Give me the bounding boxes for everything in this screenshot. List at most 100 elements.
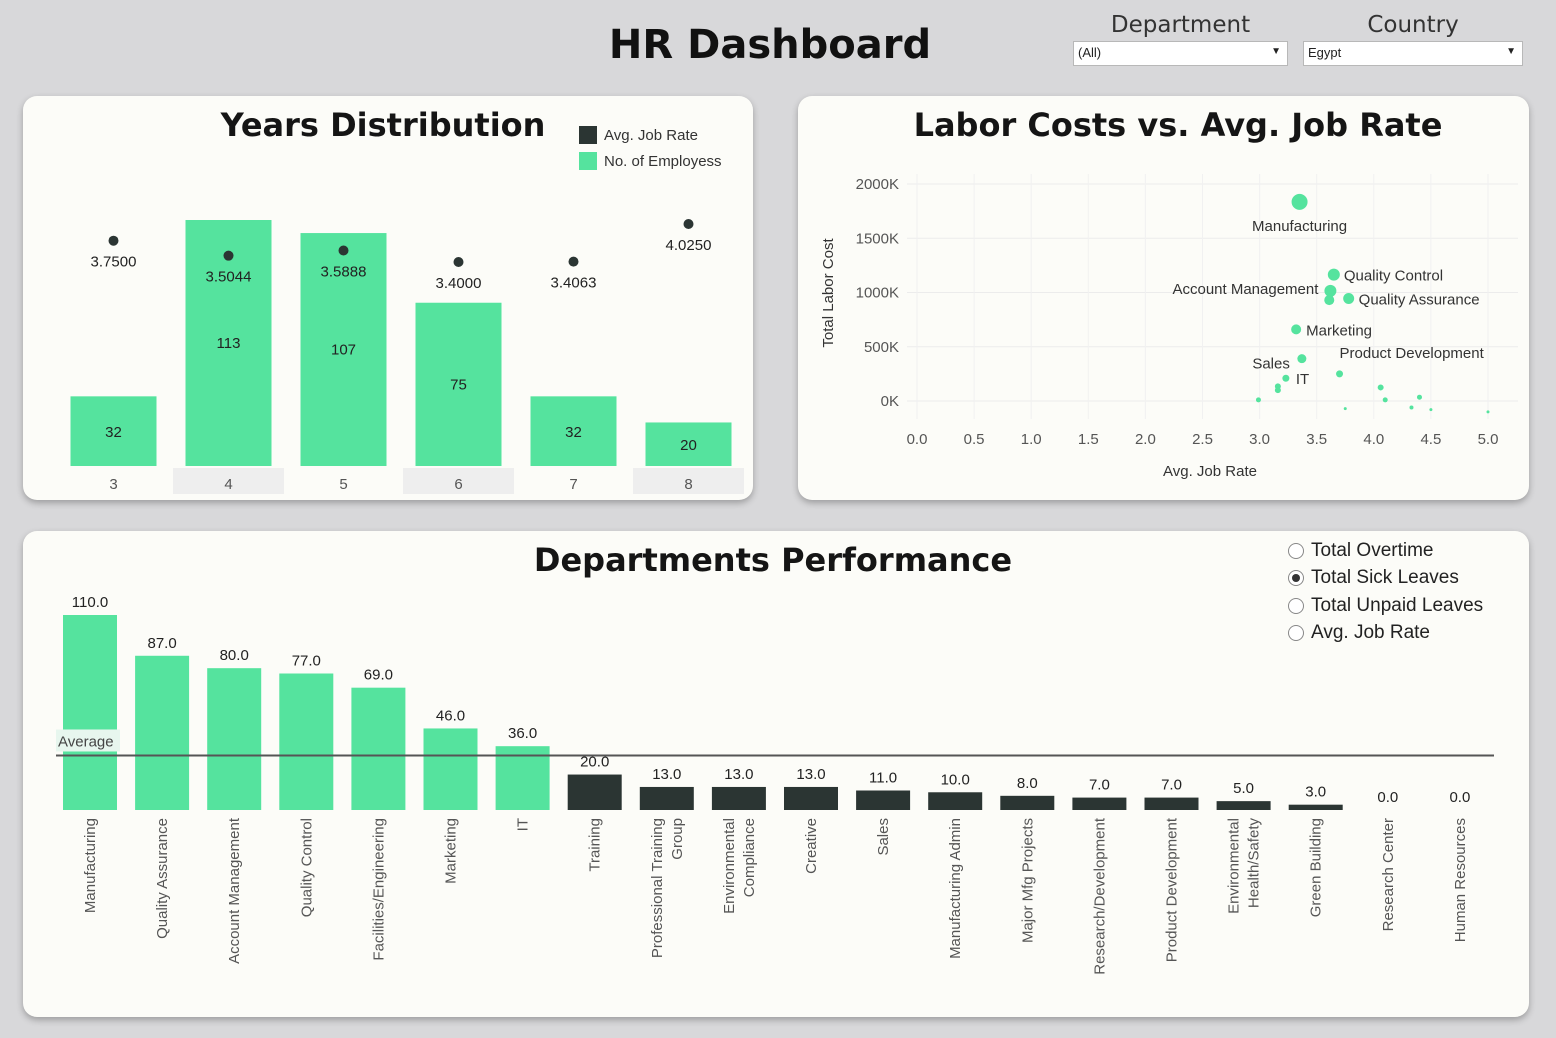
dept-value-label: 80.0 <box>220 647 249 664</box>
x-axis-label: Avg. Job Rate <box>1163 463 1257 480</box>
dept-category-label: Facilities/Engineering <box>370 818 387 961</box>
avg-job-rate-label: 3.4000 <box>436 275 482 292</box>
dot-avg-job-rate <box>453 257 464 267</box>
dept-category-label: Marketing <box>443 818 460 884</box>
dept-bar <box>1000 795 1055 810</box>
scatter-point <box>1409 405 1414 410</box>
bar-employees <box>645 422 732 466</box>
dashboard-title: HR Dashboard <box>608 22 932 68</box>
labor-cost-scatter-chart[interactable]: 0K 500K 1000K 1500K 2000K 0.0 0.5 1.0 1.5 2.0 2.5 3… <box>798 96 1529 500</box>
department-dropdown[interactable]: (All) ▼ <box>1073 41 1288 66</box>
country-dropdown-value: Egypt <box>1308 45 1342 60</box>
scatter-point <box>1274 387 1281 394</box>
radio-circle-icon[interactable] <box>1288 597 1304 614</box>
x-tick-label: 6 <box>454 476 462 493</box>
legend-swatch <box>579 152 597 170</box>
radio-selected-icon[interactable] <box>1288 570 1304 587</box>
dept-bar <box>639 786 694 810</box>
point-label: Product Development <box>1340 345 1485 362</box>
dept-bar <box>1216 801 1271 810</box>
legend-item-employees[interactable]: No. of Employess <box>579 148 722 174</box>
dept-bar <box>135 655 190 810</box>
x-tick-label: 0.0 <box>907 431 928 448</box>
country-filter: Country Egypt ▼ <box>1303 12 1523 66</box>
dept-category-label: Group <box>669 818 686 860</box>
bar-value-label: 20 <box>680 437 697 454</box>
scatter-point <box>1255 397 1261 403</box>
dept-bar <box>711 786 766 810</box>
chevron-down-icon[interactable]: ▼ <box>1506 46 1516 57</box>
dept-value-label: 7.0 <box>1161 777 1182 794</box>
average-label: Average <box>58 733 114 750</box>
chevron-down-icon[interactable]: ▼ <box>1271 46 1281 57</box>
radio-circle-icon[interactable] <box>1288 542 1304 559</box>
dept-value-label: 7.0 <box>1089 777 1110 794</box>
dept-value-label: 69.0 <box>364 667 393 684</box>
dept-category-label: Training <box>587 818 604 872</box>
radio-total-overtime[interactable]: Total Overtime <box>1288 537 1483 565</box>
dept-bar <box>1072 797 1127 810</box>
bar-value-label: 32 <box>105 424 122 441</box>
dept-bar <box>928 792 983 810</box>
years-distribution-chart[interactable]: 32 3 3.7500 113 4 3.5044 107 5 3.5888 75 6 3.4000 32… <box>23 96 753 500</box>
country-dropdown[interactable]: Egypt ▼ <box>1303 41 1523 66</box>
dept-value-label: 0.0 <box>1449 789 1470 806</box>
radio-label: Avg. Job Rate <box>1311 622 1431 644</box>
radio-avg-job-rate[interactable]: Avg. Job Rate <box>1288 620 1483 648</box>
dept-bar <box>207 668 262 810</box>
legend-label: No. of Employess <box>604 152 722 170</box>
scatter-point <box>1429 408 1433 412</box>
x-tick-label: 1.5 <box>1078 431 1099 448</box>
scatter-point <box>1336 370 1344 378</box>
dot-avg-job-rate <box>683 219 694 229</box>
radio-label: Total Overtime <box>1311 539 1434 561</box>
dept-category-label: Environmental <box>1226 818 1243 914</box>
department-dropdown-value: (All) <box>1078 45 1102 60</box>
dept-value-label: 36.0 <box>508 725 537 742</box>
departments-performance-title: Departments Performance <box>533 541 1013 579</box>
bar-value-label: 113 <box>217 335 241 352</box>
scatter-point <box>1291 193 1308 210</box>
x-tick-label: 8 <box>684 476 692 493</box>
bar-employees <box>185 220 272 466</box>
radio-total-sick-leaves[interactable]: Total Sick Leaves <box>1288 565 1483 593</box>
x-tick-label: 4 <box>224 476 232 493</box>
scatter-point <box>1297 354 1307 364</box>
radio-circle-icon[interactable] <box>1288 625 1304 642</box>
radio-label: Total Unpaid Leaves <box>1311 594 1484 616</box>
dept-value-label: 13.0 <box>724 766 753 783</box>
axis-band <box>173 468 284 494</box>
radio-total-unpaid-leaves[interactable]: Total Unpaid Leaves <box>1288 592 1483 620</box>
x-tick-label: 7 <box>569 476 577 493</box>
x-tick-label: 3.5 <box>1306 431 1327 448</box>
dept-bar <box>351 687 406 810</box>
dept-bar <box>1288 804 1343 810</box>
point-label: Account Management <box>1172 281 1319 298</box>
legend-item-avg-job-rate[interactable]: Avg. Job Rate <box>579 122 722 148</box>
dept-bar <box>784 786 838 810</box>
scatter-point <box>1382 397 1388 403</box>
bar-value-label: 107 <box>331 342 356 359</box>
average-label-bg <box>56 729 120 752</box>
dept-category-label: Major Mfg Projects <box>1019 818 1036 943</box>
bar-employees <box>415 302 502 466</box>
x-tick-label: 2.5 <box>1192 431 1213 448</box>
dept-bar <box>567 774 622 810</box>
dept-category-label: Manufacturing <box>82 818 99 913</box>
avg-job-rate-label: 3.5888 <box>321 264 367 281</box>
x-tick-label: 4.0 <box>1363 431 1384 448</box>
y-tick-label: 1000K <box>856 285 899 302</box>
dept-category-label: Health/Safety <box>1246 818 1263 909</box>
scatter-point <box>1324 295 1335 306</box>
bar-employees <box>530 396 617 466</box>
dept-category-label: Research Center <box>1380 818 1397 931</box>
dot-avg-job-rate <box>223 250 234 261</box>
measure-selector: Total Overtime Total Sick Leaves Total U… <box>1288 537 1483 647</box>
dept-category-label: Human Resources <box>1452 818 1469 942</box>
scatter-point <box>1343 407 1347 411</box>
x-tick-label: 3.0 <box>1249 431 1270 448</box>
legend-swatch <box>579 126 597 144</box>
departments-performance-chart[interactable]: 110.0 Manufacturing 87.0 Quality Assurance 8… <box>23 531 1529 1017</box>
avg-job-rate-label: 4.0250 <box>666 237 712 254</box>
point-label: Quality Assurance <box>1359 291 1480 308</box>
